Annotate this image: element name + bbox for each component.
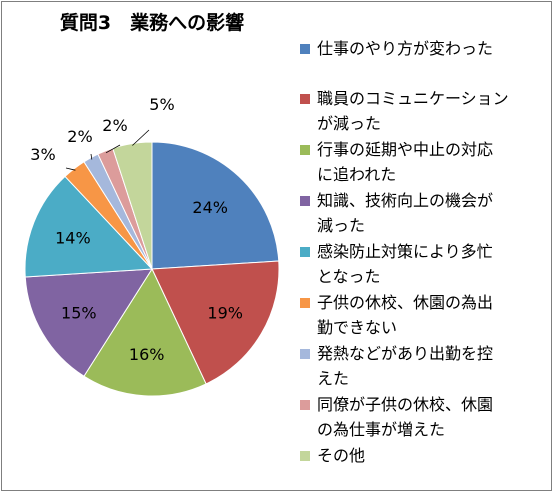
legend-item-3: 行事の延期や中止の対応 に追われた	[300, 137, 555, 188]
legend-item-4: 知識、技術向上の機会が 減った	[300, 188, 555, 239]
legend-label-7: 発熱などがあり出勤を控 えた	[317, 344, 494, 388]
legend-item-5: 感染防止対策により多忙 となった	[300, 239, 555, 290]
legend-label-6: 子供の休校、休園の為出 勤できない	[317, 293, 494, 337]
leader-line-9	[132, 129, 150, 146]
legend-label-9: その他	[317, 446, 366, 465]
leader-line-8	[105, 144, 121, 154]
pie-slice-5	[24, 175, 154, 278]
data-label-2: 19%	[207, 303, 243, 322]
legend-item-8: 同僚が子供の休校、休園 の為仕事が増えた	[300, 392, 555, 443]
data-label-4: 15%	[61, 303, 97, 322]
legend-swatch-2	[300, 94, 310, 104]
legend-swatch-6	[300, 298, 310, 308]
data-label-8: 2%	[102, 116, 127, 135]
data-label-7: 2%	[67, 127, 92, 146]
legend-swatch-8	[300, 400, 310, 410]
leader-line-7	[90, 153, 93, 160]
legend-label-2: 職員のコミュニケーション が減った	[317, 89, 509, 133]
legend-label-5: 感染防止対策により多忙 となった	[317, 242, 493, 286]
legend-swatch-1	[300, 44, 310, 54]
data-label-6: 3%	[30, 145, 55, 164]
pie-chart: 24% 19% 16% 15% 14% 3% 2% 2% 5%	[24, 95, 280, 397]
pie-slice-3	[83, 267, 207, 397]
legend-swatch-9	[300, 451, 310, 461]
legend-item-7: 発熱などがあり出勤を控 えた	[300, 341, 555, 392]
chart-title: 質問3 業務への影響	[59, 12, 245, 34]
legend-swatch-5	[300, 247, 310, 257]
leader-line-6	[65, 167, 76, 171]
legend-swatch-7	[300, 349, 310, 359]
pie-slice-4	[24, 268, 153, 377]
legend-swatch-3	[300, 145, 310, 155]
legend-item-2: 職員のコミュニケーション が減った	[300, 86, 555, 137]
pie-slice-1	[151, 141, 280, 270]
legend-label-4: 知識、技術向上の機会が 減った	[317, 191, 494, 235]
pie-slice-9	[112, 141, 153, 270]
legend-swatch-4	[300, 196, 310, 206]
pie-slice-2	[151, 260, 280, 385]
data-label-5: 14%	[55, 229, 91, 248]
data-label-9: 5%	[149, 95, 174, 114]
legend-label-3: 行事の延期や中止の対応 に追われた	[317, 140, 494, 184]
data-label-1: 24%	[192, 198, 228, 217]
legend-item-9: その他	[300, 443, 555, 494]
legend-item-6: 子供の休校、休園の為出 勤できない	[300, 290, 555, 341]
legend-label-8: 同僚が子供の休校、休園 の為仕事が増えた	[317, 395, 494, 439]
legend-item-1: 仕事のやり方が変わった	[300, 36, 555, 86]
legend-label-1: 仕事のやり方が変わった	[317, 39, 494, 58]
data-label-3: 16%	[129, 345, 165, 364]
chart-legend: 仕事のやり方が変わった職員のコミュニケーション が減った 行事の延期や中止の対応 に追…	[300, 36, 555, 494]
